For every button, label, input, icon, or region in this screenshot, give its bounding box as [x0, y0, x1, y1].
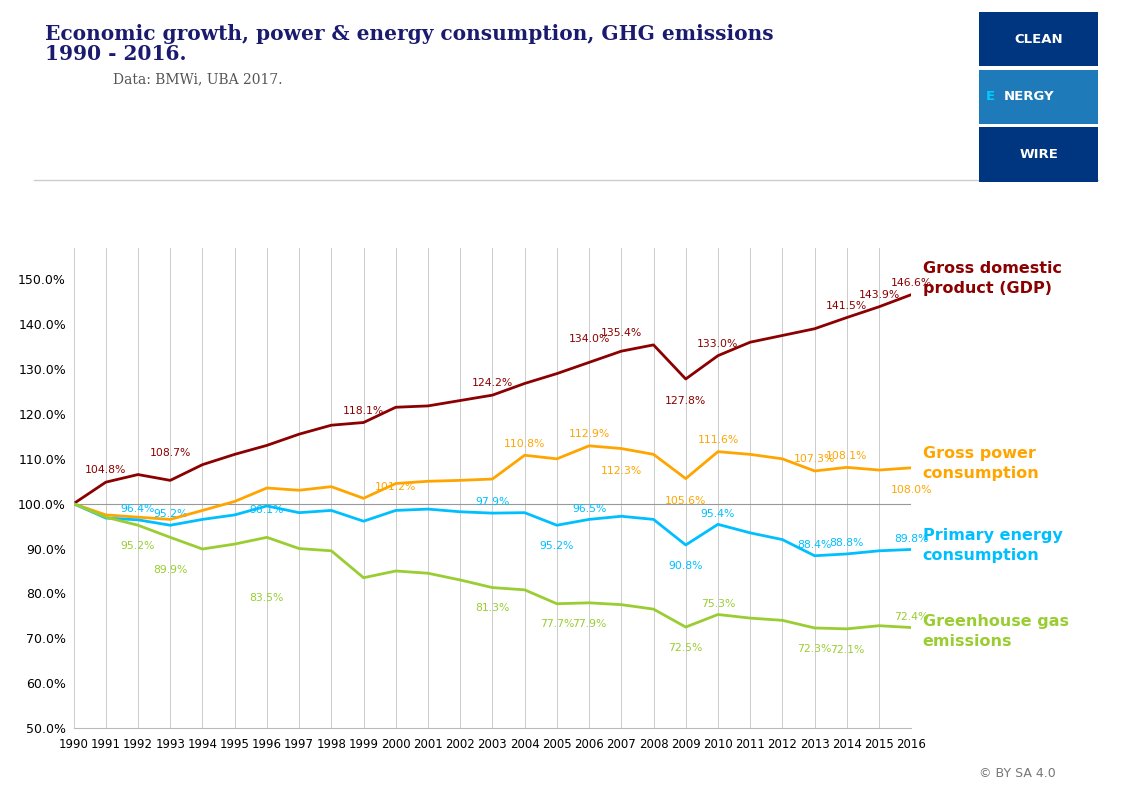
Text: 134.0%: 134.0%	[568, 334, 610, 345]
Text: 81.3%: 81.3%	[475, 603, 509, 614]
Text: 72.1%: 72.1%	[830, 645, 864, 654]
Text: 96.4%: 96.4%	[121, 504, 155, 514]
Text: 95.2%: 95.2%	[540, 541, 574, 551]
Text: 143.9%: 143.9%	[858, 290, 900, 300]
Text: E: E	[986, 90, 995, 103]
Text: 95.2%: 95.2%	[121, 541, 155, 551]
Text: 72.4%: 72.4%	[894, 612, 928, 622]
Text: 135.4%: 135.4%	[601, 328, 642, 338]
Text: 72.5%: 72.5%	[669, 642, 703, 653]
Text: 112.3%: 112.3%	[601, 466, 642, 475]
Text: NERGY: NERGY	[1004, 90, 1055, 103]
Text: 118.1%: 118.1%	[343, 406, 384, 416]
Text: 95.4%: 95.4%	[701, 509, 735, 518]
Text: 133.0%: 133.0%	[697, 339, 739, 349]
Text: 88.8%: 88.8%	[830, 538, 864, 548]
Text: 96.1%: 96.1%	[250, 506, 284, 515]
Text: 112.9%: 112.9%	[568, 429, 610, 439]
Text: Economic growth, power & energy consumption, GHG emissions: Economic growth, power & energy consumpt…	[45, 24, 774, 44]
Text: 124.2%: 124.2%	[472, 378, 513, 389]
Text: 105.6%: 105.6%	[664, 496, 706, 506]
Text: 75.3%: 75.3%	[701, 598, 735, 609]
Text: 141.5%: 141.5%	[826, 301, 867, 311]
Text: 108.0%: 108.0%	[891, 485, 932, 495]
Text: 88.4%: 88.4%	[797, 540, 832, 550]
Text: 108.1%: 108.1%	[826, 450, 867, 461]
Text: 108.7%: 108.7%	[149, 448, 191, 458]
Text: © BY SA 4.0: © BY SA 4.0	[979, 767, 1056, 780]
Text: Gross domestic
product (GDP): Gross domestic product (GDP)	[923, 262, 1062, 296]
Text: 104.8%: 104.8%	[85, 466, 127, 475]
Text: 95.2%: 95.2%	[153, 510, 188, 519]
Text: 1990 - 2016.: 1990 - 2016.	[45, 44, 187, 64]
Text: CLEAN: CLEAN	[1014, 33, 1063, 46]
Text: 83.5%: 83.5%	[250, 594, 284, 603]
Text: Data: BMWi, UBA 2017.: Data: BMWi, UBA 2017.	[113, 72, 283, 86]
Text: Greenhouse gas
emissions: Greenhouse gas emissions	[923, 614, 1069, 649]
Text: 77.9%: 77.9%	[572, 618, 607, 629]
Text: Gross power
consumption: Gross power consumption	[923, 446, 1039, 482]
Text: WIRE: WIRE	[1019, 148, 1058, 161]
Text: 97.9%: 97.9%	[475, 498, 509, 507]
Text: 89.9%: 89.9%	[153, 565, 188, 574]
Text: 89.8%: 89.8%	[894, 534, 928, 544]
Text: 110.8%: 110.8%	[504, 438, 546, 449]
Text: 146.6%: 146.6%	[891, 278, 932, 288]
Text: 127.8%: 127.8%	[666, 396, 706, 406]
Text: 96.5%: 96.5%	[572, 503, 607, 514]
Text: 72.3%: 72.3%	[797, 644, 832, 654]
Text: 90.8%: 90.8%	[669, 561, 703, 570]
Text: 77.7%: 77.7%	[540, 619, 574, 630]
Text: 101.2%: 101.2%	[375, 482, 417, 491]
Text: 107.3%: 107.3%	[794, 454, 835, 464]
Text: 111.6%: 111.6%	[697, 435, 738, 445]
Text: Primary energy
consumption: Primary energy consumption	[923, 528, 1062, 563]
